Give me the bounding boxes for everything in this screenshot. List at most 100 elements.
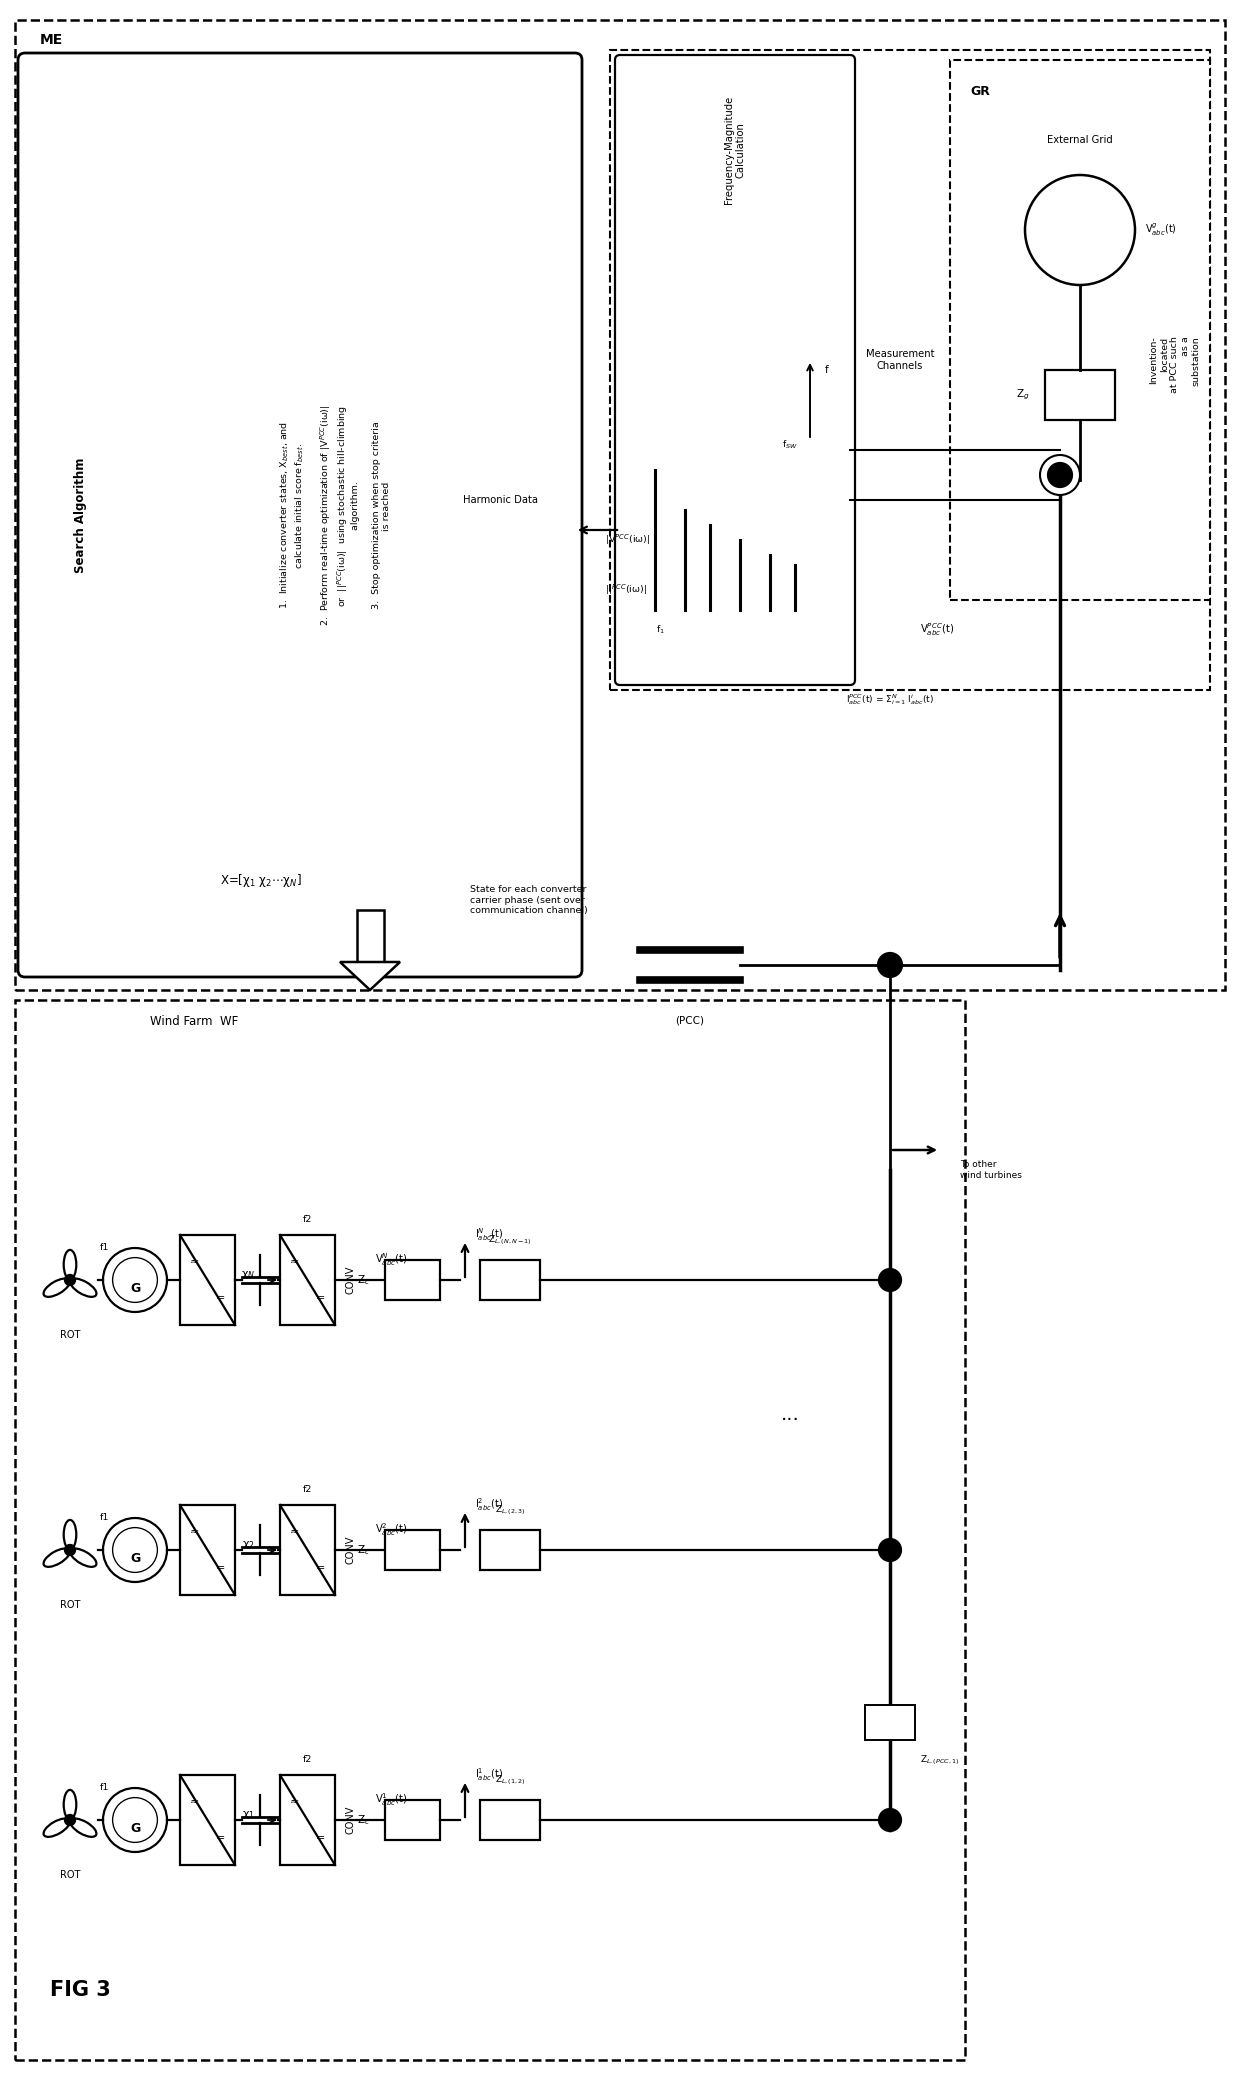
- Text: I$^{N}_{abc}$(t): I$^{N}_{abc}$(t): [475, 1227, 503, 1244]
- Text: Z$_{L,(N,N-1)}$: Z$_{L,(N,N-1)}$: [489, 1233, 532, 1246]
- Bar: [480, 1260, 539, 1300]
- Text: Z$_c$: Z$_c$: [357, 1814, 370, 1826]
- Text: f1: f1: [100, 1783, 109, 1793]
- Bar: [866, 1706, 915, 1741]
- Text: ≈: ≈: [190, 1256, 200, 1267]
- Text: =: =: [216, 1562, 224, 1572]
- Circle shape: [103, 1789, 167, 1851]
- Circle shape: [1048, 464, 1073, 487]
- Ellipse shape: [43, 1279, 69, 1296]
- Text: χ$_N$: χ$_N$: [241, 1269, 255, 1281]
- Text: G: G: [130, 1552, 140, 1564]
- Text: Measurement
Channels: Measurement Channels: [866, 349, 934, 370]
- Text: Z$_{L,(1,2)}$: Z$_{L,(1,2)}$: [495, 1772, 526, 1787]
- Text: V$^g_{abc}$(t): V$^g_{abc}$(t): [1145, 223, 1177, 239]
- Bar: [180, 1774, 236, 1866]
- Text: 1.  Initialize converter states, X$_{best}$, and
      calculate initial score f: 1. Initialize converter states, X$_{best…: [279, 404, 391, 626]
- Text: GR: GR: [970, 85, 990, 98]
- Text: =: =: [315, 1832, 325, 1843]
- Bar: [280, 1236, 335, 1325]
- Text: ≈: ≈: [190, 1797, 200, 1808]
- Text: ROT: ROT: [60, 1600, 81, 1610]
- Text: FIG 3: FIG 3: [50, 1980, 110, 2001]
- Text: Search Algorithm: Search Algorithm: [73, 458, 87, 572]
- Text: f2: f2: [303, 1485, 312, 1496]
- Circle shape: [879, 1539, 901, 1560]
- Bar: [15, 21, 1225, 990]
- Ellipse shape: [43, 1818, 69, 1837]
- Text: ≈: ≈: [190, 1527, 200, 1537]
- Bar: [15, 1000, 965, 2059]
- Text: ||$^{PCC}$(iω)|: ||$^{PCC}$(iω)|: [605, 582, 647, 597]
- Bar: [180, 1506, 236, 1595]
- Ellipse shape: [71, 1548, 97, 1566]
- Circle shape: [113, 1797, 157, 1843]
- Text: CONV: CONV: [345, 1535, 355, 1564]
- Text: V$^{1}_{abc}$(t): V$^{1}_{abc}$(t): [374, 1791, 408, 1808]
- Text: I$^{PCC}_{abc}$(t) = Σ$^N_{i=1}$ I$^i_{abc}$(t): I$^{PCC}_{abc}$(t) = Σ$^N_{i=1}$ I$^i_{a…: [846, 693, 934, 707]
- Text: Harmonic Data: Harmonic Data: [463, 495, 537, 505]
- Text: Z$_c$: Z$_c$: [357, 1543, 370, 1558]
- Text: Z$_{L,(2,3)}$: Z$_{L,(2,3)}$: [495, 1504, 526, 1516]
- Circle shape: [113, 1527, 157, 1572]
- Bar: [384, 1260, 440, 1300]
- Text: To other
wind turbines: To other wind turbines: [960, 1161, 1022, 1179]
- Text: f2: f2: [303, 1215, 312, 1225]
- Text: Invention-
located
at PCC such
as a
substation: Invention- located at PCC such as a subs…: [1149, 337, 1200, 393]
- Text: V$^{N}_{abc}$(t): V$^{N}_{abc}$(t): [374, 1252, 408, 1269]
- Polygon shape: [340, 963, 401, 990]
- Text: f$_{SW}$: f$_{SW}$: [782, 439, 797, 451]
- Circle shape: [113, 1258, 157, 1302]
- Text: G: G: [130, 1281, 140, 1294]
- Bar: [280, 1774, 335, 1866]
- Text: G: G: [130, 1822, 140, 1835]
- Text: Z$_g$: Z$_g$: [1017, 387, 1030, 401]
- Ellipse shape: [63, 1791, 77, 1820]
- Text: ≈: ≈: [290, 1527, 300, 1537]
- Text: |V$^{PCC}$(iω)|: |V$^{PCC}$(iω)|: [605, 532, 650, 547]
- Bar: [610, 50, 1210, 691]
- Ellipse shape: [63, 1250, 77, 1279]
- Ellipse shape: [71, 1818, 97, 1837]
- Text: f: f: [825, 364, 828, 374]
- Text: χ$_2$: χ$_2$: [242, 1539, 255, 1552]
- Text: X=[χ$_1$ χ$_2$⋯χ$_N$]: X=[χ$_1$ χ$_2$⋯χ$_N$]: [219, 872, 303, 888]
- Bar: [1045, 370, 1115, 420]
- FancyBboxPatch shape: [615, 54, 856, 684]
- Text: V$^{PCC}_{abc}$(t): V$^{PCC}_{abc}$(t): [920, 622, 954, 639]
- Ellipse shape: [63, 1520, 77, 1550]
- Circle shape: [64, 1816, 76, 1824]
- Ellipse shape: [71, 1279, 97, 1296]
- Text: I$^{2}_{abc}$(t): I$^{2}_{abc}$(t): [475, 1498, 503, 1514]
- Text: f1: f1: [100, 1244, 109, 1252]
- Circle shape: [879, 1810, 901, 1830]
- Bar: [950, 60, 1210, 599]
- Bar: [480, 1799, 539, 1841]
- Circle shape: [64, 1545, 76, 1556]
- Bar: [384, 1531, 440, 1570]
- Text: CONV: CONV: [345, 1267, 355, 1294]
- Text: =: =: [216, 1294, 224, 1302]
- Circle shape: [1025, 175, 1135, 285]
- Text: f$_1$: f$_1$: [656, 624, 665, 636]
- Text: State for each converter
carrier phase (sent over
communication channel): State for each converter carrier phase (…: [470, 886, 588, 915]
- Text: Z$_{L,(PCC,1)}$: Z$_{L,(PCC,1)}$: [920, 1753, 960, 1766]
- Text: f2: f2: [303, 1756, 312, 1764]
- Text: Z$_c$: Z$_c$: [357, 1273, 370, 1288]
- Circle shape: [64, 1275, 76, 1285]
- Bar: [357, 911, 383, 963]
- Text: =: =: [315, 1562, 325, 1572]
- Text: V$^{2}_{abc}$(t): V$^{2}_{abc}$(t): [374, 1523, 408, 1539]
- Bar: [384, 1799, 440, 1841]
- Bar: [480, 1531, 539, 1570]
- Bar: [180, 1236, 236, 1325]
- Ellipse shape: [43, 1548, 69, 1566]
- Text: χ$_1$: χ$_1$: [242, 1810, 255, 1820]
- Circle shape: [1040, 456, 1080, 495]
- Circle shape: [878, 953, 901, 978]
- Circle shape: [103, 1518, 167, 1583]
- FancyBboxPatch shape: [19, 52, 582, 978]
- Text: External Grid: External Grid: [1047, 135, 1112, 146]
- Text: (PCC): (PCC): [676, 1015, 704, 1025]
- Text: ...: ...: [781, 1406, 800, 1425]
